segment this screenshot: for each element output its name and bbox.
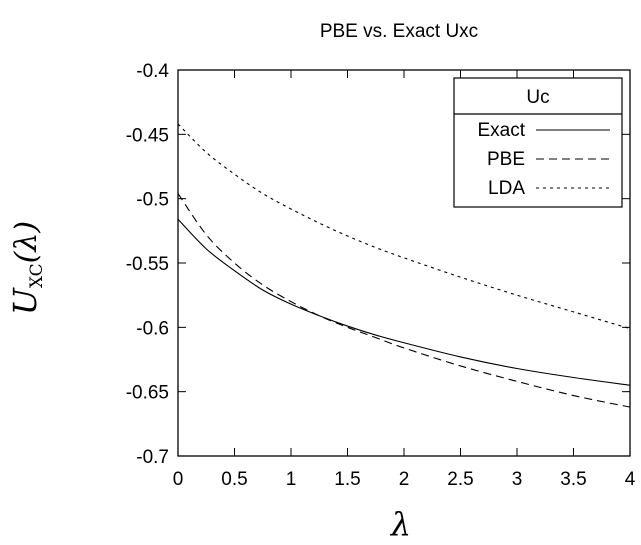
x-tick-label: 0 [173,469,184,490]
x-tick-label: 4 [625,469,636,490]
svg-text:UXC(λ): UXC(λ) [6,221,47,315]
y-tick-label: -0.5 [136,190,169,211]
legend-label-exact: Exact [477,120,525,141]
x-tick-label: 3.5 [560,469,586,490]
y-axis-label-argument: (λ) [9,221,44,263]
legend-box [453,77,623,208]
y-tick-label: -0.55 [126,254,169,275]
legend-label-pbe: PBE [487,149,525,170]
legend-label-lda: LDA [488,178,525,199]
x-tick-label: 2 [399,469,410,490]
x-tick-label: 3 [512,469,523,490]
plot-frame [177,69,631,457]
series-line-lda [177,123,631,330]
y-tick-label: -0.65 [126,383,169,404]
y-tick-label: -0.4 [136,61,169,82]
chart-title: PBE vs. Exact Uxc [320,21,478,42]
plot-layer: 0 0.5 1 1.5 2 2.5 3 3.5 4 -0.4 -0.45 -0.5 -0.55 -0.6 -… [126,61,636,490]
y-tick-label: -0.7 [136,447,169,468]
x-tick-label: 1 [286,469,297,490]
legend-title: Uc [526,87,549,108]
series-line-exact [177,218,631,386]
y-axis-label-subscript: XC [27,263,47,288]
y-tick-label: -0.6 [136,318,169,339]
x-tick-label: 0.5 [221,469,247,490]
y-tick-label: -0.45 [126,125,169,146]
series-line-pbe [177,193,631,408]
y-axis-label: UXC(λ) [6,221,47,315]
x-axis-label: λ [389,505,411,543]
x-tick-label: 1.5 [334,469,360,490]
y-axis-label-main: U [6,287,44,315]
x-tick-label: 2.5 [447,469,473,490]
